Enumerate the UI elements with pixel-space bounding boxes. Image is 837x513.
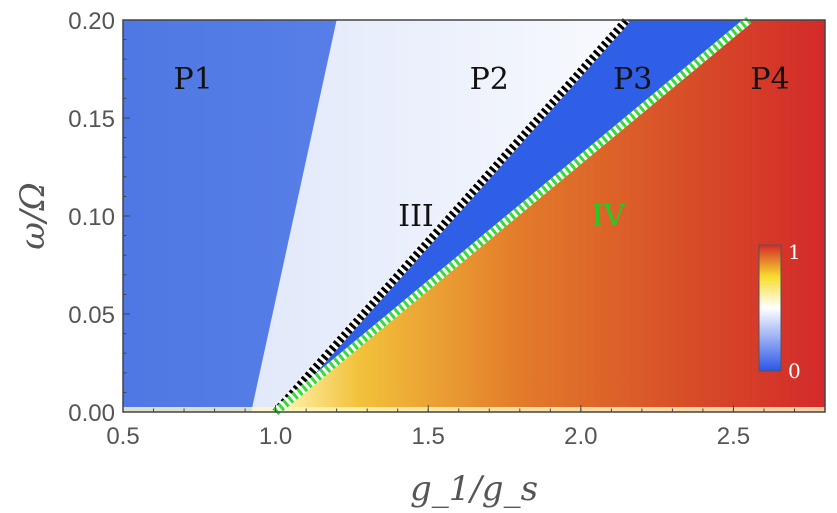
boundary-iii-line	[272, 17, 630, 415]
y-tick-label: 0.00	[68, 400, 115, 427]
y-tick-label: 0.10	[68, 204, 115, 231]
x-axis-ticks: 0.5 1.0 1.5 2.0 2.5	[106, 405, 795, 450]
y-tick-label: 0.20	[68, 8, 115, 35]
region-label-iv: IV	[592, 199, 627, 234]
x-tick-label: 2.5	[717, 423, 750, 450]
region-label-iii: III	[398, 199, 434, 234]
bottom-edge-strip	[123, 407, 825, 412]
region-label-p4: P4	[750, 62, 789, 97]
colorbar-max-label: 1	[788, 240, 801, 264]
colorbar: 1 0	[758, 240, 801, 383]
boundary-iv-line	[273, 16, 752, 416]
y-tick-label: 0.15	[68, 106, 115, 133]
y-tick-label: 0.05	[68, 302, 115, 329]
y-axis-ticks: 0.00 0.05 0.10 0.15 0.20	[68, 8, 130, 427]
colorbar-min-label: 0	[788, 359, 801, 383]
region-labels: P1 P2 P3 P4 III IV	[174, 62, 790, 234]
x-tick-label: 2.0	[564, 423, 597, 450]
x-axis-label: g_1/g_s	[410, 469, 538, 509]
phase-boundaries	[272, 16, 752, 416]
region-p2-fill	[251, 20, 627, 412]
region-label-p1: P1	[174, 62, 213, 97]
y-axis-label: ω/Ω	[13, 182, 53, 249]
heatmap-field	[123, 20, 825, 412]
region-label-p3: P3	[613, 62, 652, 97]
region-label-p2: P2	[470, 62, 509, 97]
x-tick-label: 1.5	[412, 423, 445, 450]
colorbar-gradient	[758, 244, 782, 372]
x-tick-label: 0.5	[106, 423, 139, 450]
region-p4-fill	[275, 20, 825, 412]
x-tick-label: 1.0	[259, 423, 292, 450]
